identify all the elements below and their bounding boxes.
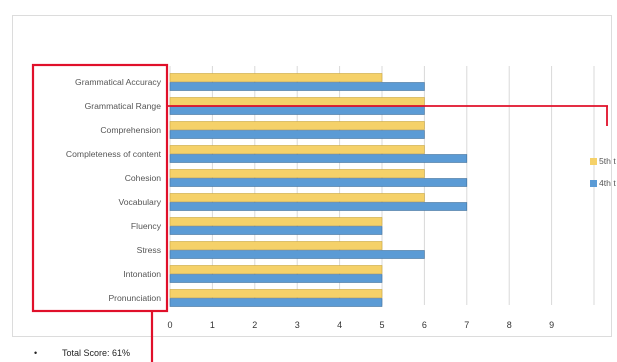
category-label: Completeness of content bbox=[66, 149, 162, 159]
bar bbox=[169, 265, 383, 274]
bar bbox=[169, 130, 425, 139]
x-tick-label: 7 bbox=[464, 320, 469, 330]
bar bbox=[169, 217, 383, 226]
bar bbox=[169, 97, 425, 106]
category-labels: Grammatical Accuracy Grammatical Range Com… bbox=[66, 77, 162, 303]
total-score-bullet: • Total Score: 61% bbox=[34, 348, 130, 358]
x-tick-label: 4 bbox=[337, 320, 342, 330]
bar bbox=[169, 298, 383, 307]
highlight-box bbox=[31, 63, 169, 313]
legend-label: 4th t bbox=[599, 178, 616, 188]
bar bbox=[169, 202, 468, 211]
bar bbox=[169, 250, 425, 259]
bar bbox=[169, 274, 383, 283]
x-tick-label: 5 bbox=[379, 320, 384, 330]
bar bbox=[169, 226, 383, 235]
x-tick-labels: 0 1 2 3 4 5 6 7 8 9 bbox=[167, 320, 554, 330]
legend-swatch bbox=[590, 180, 597, 187]
x-tick-label: 8 bbox=[507, 320, 512, 330]
category-label: Vocabulary bbox=[118, 197, 161, 207]
x-tick-label: 2 bbox=[252, 320, 257, 330]
highlight-annotations bbox=[31, 63, 608, 362]
category-label: Stress bbox=[137, 245, 161, 255]
bars bbox=[169, 73, 468, 307]
x-tick-label: 9 bbox=[549, 320, 554, 330]
bar bbox=[169, 154, 468, 163]
legend: 5th t 4th t bbox=[590, 156, 616, 188]
category-label: Fluency bbox=[131, 221, 162, 231]
bar bbox=[169, 82, 425, 91]
category-label: Comprehension bbox=[100, 125, 161, 135]
bullet-dot: • bbox=[34, 348, 38, 358]
bar bbox=[169, 241, 383, 250]
total-score-text: Total Score: 61% bbox=[62, 348, 131, 358]
legend-swatch bbox=[590, 158, 597, 165]
legend-label: 5th t bbox=[599, 156, 616, 166]
category-label: Grammatical Accuracy bbox=[75, 77, 162, 87]
x-tick-label: 6 bbox=[422, 320, 427, 330]
bar bbox=[169, 73, 383, 82]
category-label: Intonation bbox=[123, 269, 161, 279]
x-tick-label: 0 bbox=[167, 320, 172, 330]
bar bbox=[169, 289, 383, 298]
category-label: Grammatical Range bbox=[85, 101, 162, 111]
bar bbox=[169, 169, 425, 178]
category-label: Pronunciation bbox=[108, 293, 161, 303]
bar bbox=[169, 178, 468, 187]
bar bbox=[169, 193, 425, 202]
bar bbox=[169, 145, 425, 154]
bar bbox=[169, 121, 425, 130]
x-tick-label: 3 bbox=[295, 320, 300, 330]
x-tick-label: 1 bbox=[210, 320, 215, 330]
category-label: Cohesion bbox=[125, 173, 162, 183]
bar bbox=[169, 106, 425, 115]
